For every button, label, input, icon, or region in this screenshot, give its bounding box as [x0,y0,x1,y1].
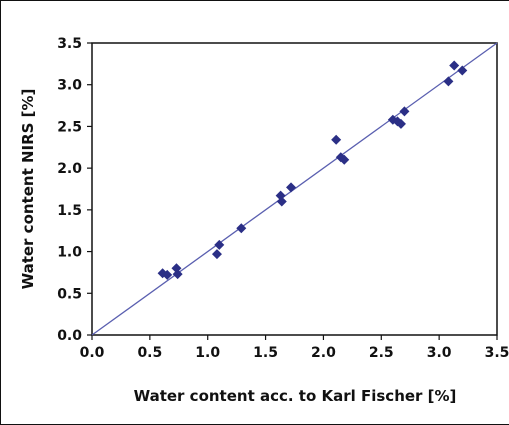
x-tick-label: 1.5 [253,345,278,361]
axis-ticks [87,42,498,340]
y-tick-label: 0.0 [57,328,82,344]
y-axis-label: Water content NIRS [%] [19,89,37,290]
y-tick-label: 2.0 [57,161,82,177]
data-point [162,269,173,280]
data-point [449,60,460,71]
x-tick-labels: 0.0 0.5 1.0 1.5 2.0 2.5 3.0 3.5 [80,345,509,361]
data-point [214,239,225,250]
data-points [157,60,468,280]
x-tick-label: 3.5 [485,345,509,361]
data-point [172,269,183,280]
y-tick-label: 0.5 [57,286,82,302]
data-point [339,154,350,165]
y-tick-label: 3.0 [57,78,82,94]
data-point [443,76,454,87]
x-tick-label: 2.0 [311,345,336,361]
data-point [211,249,222,260]
data-point [276,196,287,207]
data-point [395,118,406,129]
data-point [399,106,410,117]
data-point [457,65,468,76]
y-tick-label: 1.5 [57,203,82,219]
x-tick-label: 2.5 [369,345,394,361]
y-tick-label: 1.0 [57,245,82,261]
reference-line [91,42,498,336]
y-tick-label: 2.5 [57,119,82,135]
x-tick-label: 1.0 [195,345,220,361]
y-tick-label: 3.5 [57,36,82,52]
data-point [331,134,342,145]
data-point [286,182,297,193]
x-tick-label: 3.0 [427,345,452,361]
y-tick-labels: 0.0 0.5 1.0 1.5 2.0 2.5 3.0 3.5 [57,36,82,344]
x-tick-label: 0.0 [80,345,105,361]
data-point [236,223,247,234]
x-tick-label: 0.5 [137,345,162,361]
x-axis-label: Water content acc. to Karl Fischer [%] [134,387,457,405]
